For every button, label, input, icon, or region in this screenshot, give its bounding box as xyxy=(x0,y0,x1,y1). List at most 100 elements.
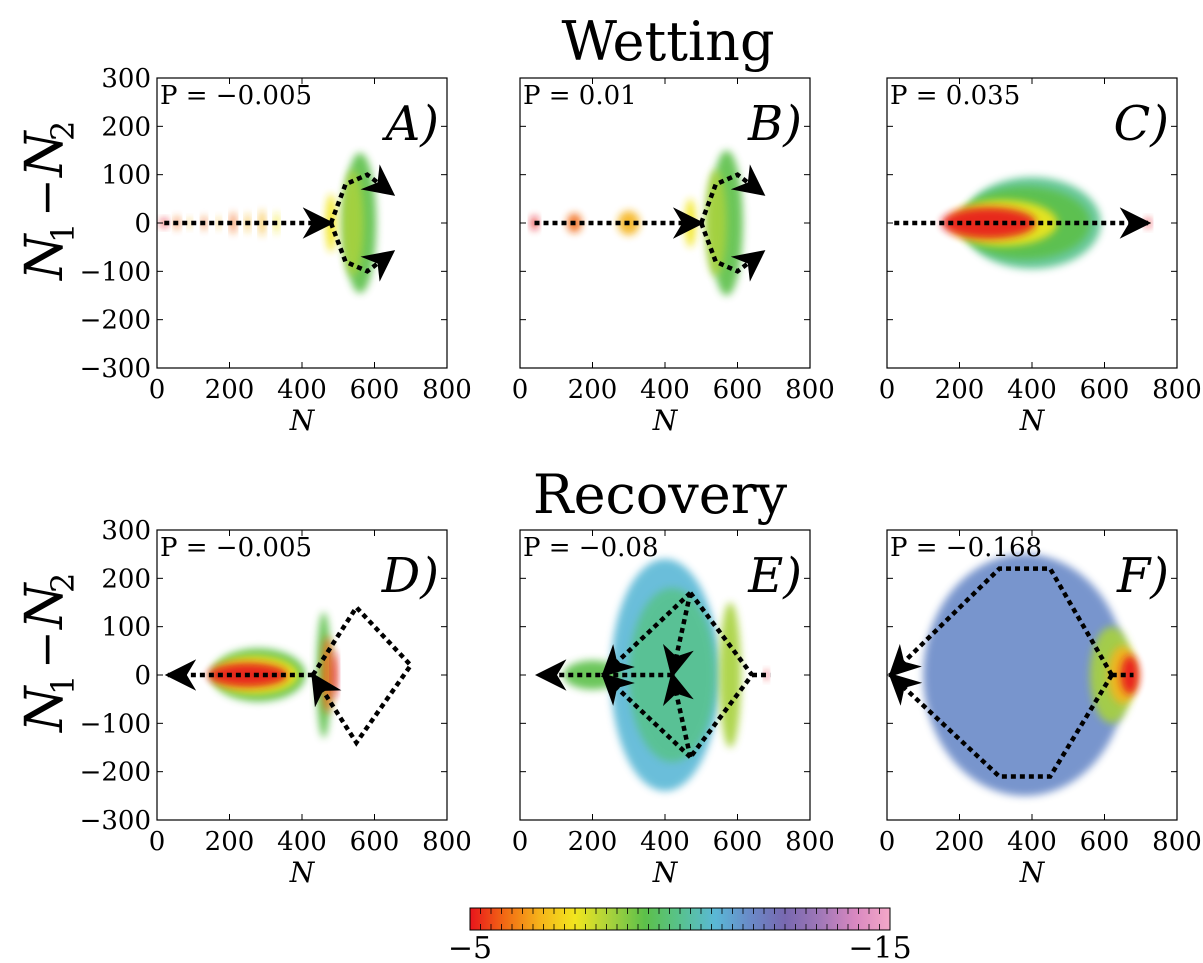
ylabel-n1: N xyxy=(15,685,75,734)
row-title-recovery: Recovery xyxy=(533,463,788,526)
y-tick-label: −300 xyxy=(80,354,151,384)
x-tick-label: 200 xyxy=(205,375,255,405)
panel-letter: F) xyxy=(1116,548,1169,604)
ylabel-n1: N xyxy=(15,233,75,282)
colorbar: −5 −15 xyxy=(448,907,912,963)
density-region xyxy=(341,169,364,277)
panel-letter: C) xyxy=(1114,96,1169,152)
ylabel-sub1: 1 xyxy=(44,223,82,243)
x-axis-label: N xyxy=(1019,404,1046,437)
colorbar-ticks xyxy=(480,908,880,930)
ylabel-n2: N xyxy=(15,130,75,179)
x-tick-label: 800 xyxy=(785,375,835,405)
ylabel-minus: − xyxy=(19,630,73,669)
panel-c: 0 200 400 600 800 N P = 0.035 C) xyxy=(879,77,1202,437)
pressure-label: P = −0.168 xyxy=(890,533,1042,563)
trajectory-paths xyxy=(534,164,766,282)
x-tick-label: 400 xyxy=(640,827,690,857)
x-tick-label: 400 xyxy=(1007,827,1057,857)
colorbar-max-label: −15 xyxy=(848,931,911,963)
y-axis-label-bottom: N 1 − N 2 xyxy=(15,573,82,734)
x-tick-label: 800 xyxy=(1152,375,1202,405)
x-tick-label: 400 xyxy=(277,375,327,405)
x-tick-label: 600 xyxy=(350,827,400,857)
x-tick-label: 200 xyxy=(205,827,255,857)
y-tick-label: −100 xyxy=(80,257,151,287)
x-tick-label: 0 xyxy=(149,375,166,405)
y-tick-label: −200 xyxy=(80,758,151,788)
pressure-label: P = −0.005 xyxy=(160,81,312,111)
x-tick-label: 0 xyxy=(879,375,896,405)
trajectory-paths xyxy=(164,164,396,282)
y-tick-label: 0 xyxy=(134,661,151,691)
density-region xyxy=(719,602,742,748)
x-tick-label: 0 xyxy=(512,375,529,405)
trajectory-paths xyxy=(534,591,771,759)
pressure-label: P = −0.08 xyxy=(523,533,658,563)
colorbar-min-label: −5 xyxy=(448,931,492,963)
x-tick-label: 200 xyxy=(568,827,618,857)
y-axis-label-top: N 1 − N 2 xyxy=(15,121,82,282)
trajectory-paths xyxy=(888,566,1134,779)
row-title-wetting: Wetting xyxy=(561,10,774,73)
density-region xyxy=(923,554,1127,796)
x-tick-label: 400 xyxy=(1007,375,1057,405)
panels: 0 200 400 600 800 300 200 100 0 −100 −200 −300 N P = … xyxy=(80,64,1202,889)
x-tick-label: 600 xyxy=(713,375,763,405)
pressure-label: P = 0.01 xyxy=(523,81,637,111)
trajectory-path xyxy=(601,591,692,678)
ylabel-sub1: 1 xyxy=(44,675,82,695)
x-tick-label: 0 xyxy=(149,827,166,857)
panel-b: 0 200 400 600 800 N P = 0.01 B) xyxy=(512,77,835,437)
density-region xyxy=(331,650,338,700)
panel-a: 0 200 400 600 800 300 200 100 0 −100 −200 −300 N P = … xyxy=(80,64,472,437)
x-tick-label: 0 xyxy=(512,827,529,857)
x-axis-label: N xyxy=(652,856,679,889)
ylabel-n2: N xyxy=(15,582,75,631)
x-axis-label: N xyxy=(289,856,316,889)
y-tick-label: 200 xyxy=(101,564,151,594)
y-tick-label: 300 xyxy=(101,64,151,94)
y-tick-label: −300 xyxy=(80,806,151,836)
panel-letter: D) xyxy=(381,548,439,604)
y-tick-label: 200 xyxy=(101,112,151,142)
trajectory-path xyxy=(328,164,396,224)
ylabel-sub2: 2 xyxy=(44,573,82,593)
pressure-label: P = 0.035 xyxy=(890,81,1020,111)
y-tick-label: 0 xyxy=(134,209,151,239)
density-region xyxy=(187,218,192,228)
x-tick-label: 200 xyxy=(568,375,618,405)
x-tick-label: 600 xyxy=(713,827,763,857)
x-tick-label: 400 xyxy=(640,375,690,405)
y-tick-label: −100 xyxy=(80,709,151,739)
density-region xyxy=(321,636,333,714)
ylabel-minus: − xyxy=(19,178,73,217)
x-tick-label: 600 xyxy=(350,375,400,405)
trajectory-path xyxy=(699,222,766,282)
trajectory-path xyxy=(699,164,766,224)
density-region xyxy=(230,212,236,234)
x-axis-label: N xyxy=(1019,856,1046,889)
x-tick-label: 800 xyxy=(1152,827,1202,857)
x-tick-label: 400 xyxy=(277,827,327,857)
x-tick-label: 800 xyxy=(422,375,472,405)
pressure-label: P = −0.005 xyxy=(160,533,312,563)
x-tick-label: 600 xyxy=(1080,827,1130,857)
panel-letter: A) xyxy=(382,96,439,152)
trajectory-paths xyxy=(164,603,414,747)
ylabel-sub2: 2 xyxy=(44,121,82,141)
x-tick-label: 0 xyxy=(879,827,896,857)
x-axis-label: N xyxy=(289,404,316,437)
y-tick-label: 100 xyxy=(101,161,151,191)
trajectory-path xyxy=(310,603,414,747)
density-region xyxy=(259,209,265,237)
panel-e: 0 200 400 600 800 N P = −0.08 E) xyxy=(512,529,835,889)
trajectory-path xyxy=(888,566,1114,678)
panel-f: 0 200 400 600 800 N P = −0.168 F) xyxy=(879,529,1202,889)
trajectory-path xyxy=(601,672,692,759)
x-tick-label: 600 xyxy=(1080,375,1130,405)
panel-d: 0 200 400 600 800 300 200 100 0 −100 −200 −300 N P = … xyxy=(80,516,472,889)
x-tick-label: 800 xyxy=(785,827,835,857)
x-tick-label: 200 xyxy=(935,375,985,405)
